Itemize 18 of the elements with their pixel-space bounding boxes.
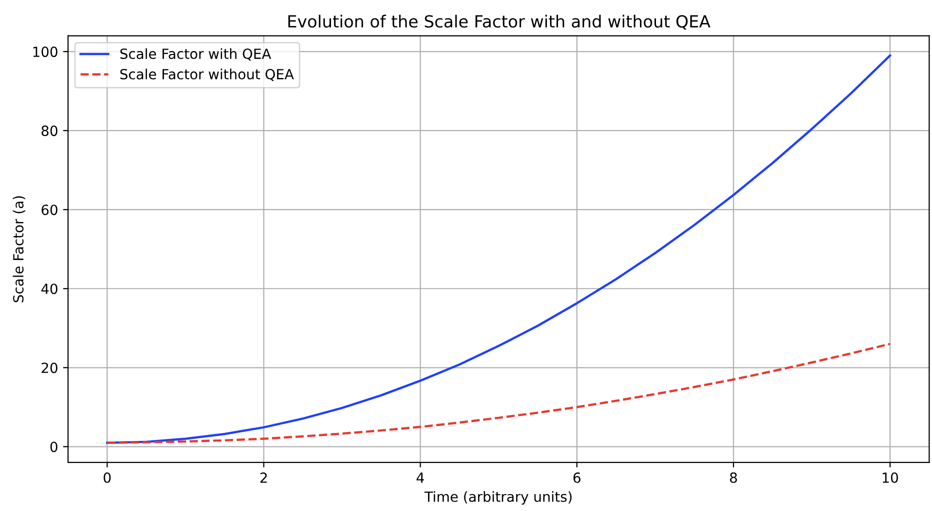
x-tick-label: 2 bbox=[260, 472, 267, 483]
x-tick-label: 6 bbox=[573, 472, 580, 483]
x-tick-label: 10 bbox=[882, 472, 898, 483]
y-tick-label: 20 bbox=[42, 362, 58, 374]
y-tick-label: 40 bbox=[41, 284, 58, 294]
chart-title: Evolution of the Scale Factor with and without QEA bbox=[288, 14, 710, 30]
y-tick-label: 0 bbox=[50, 442, 58, 452]
x-axis-title: Time (arbitrary units) bbox=[424, 491, 572, 505]
line-series bbox=[106, 342, 892, 444]
y-axis-title: Scale Factor (a) bbox=[12, 196, 26, 302]
legend-label: Scale Factor without QEA bbox=[120, 68, 294, 81]
y-tick-label: 60 bbox=[42, 204, 58, 216]
x-tick-label: 0 bbox=[104, 472, 111, 483]
y-tick-label: 80 bbox=[42, 126, 58, 136]
x-tick-label: 8 bbox=[730, 472, 737, 483]
y-tick-label: 100 bbox=[33, 46, 58, 58]
x-tick-label: 4 bbox=[416, 472, 424, 483]
legend-label: Scale Factor with QEA bbox=[120, 48, 272, 61]
